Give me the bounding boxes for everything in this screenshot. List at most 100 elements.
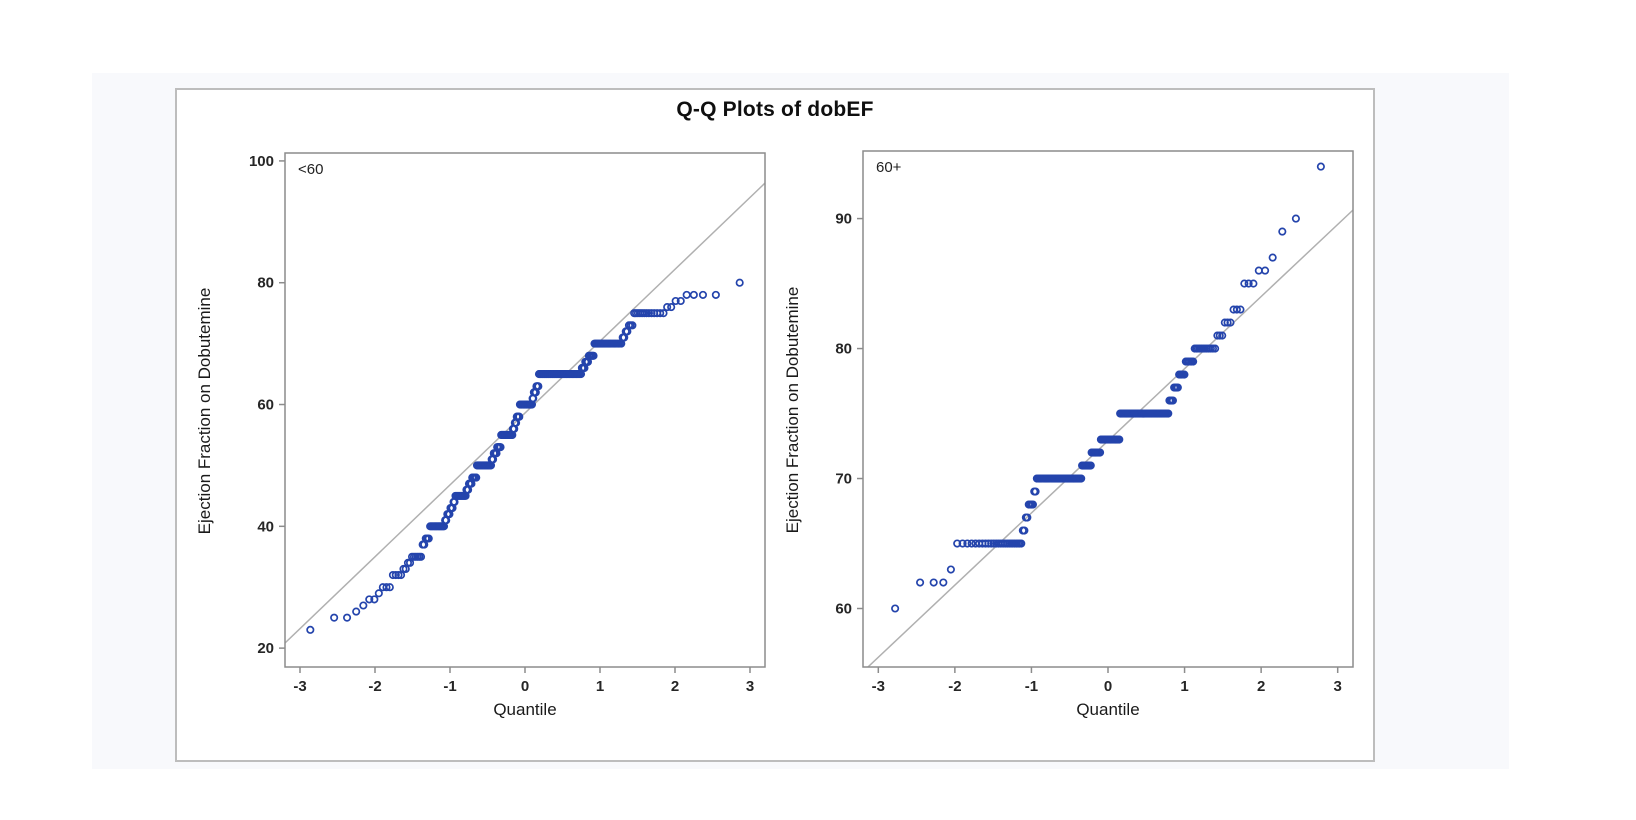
- data-point: [963, 539, 972, 548]
- y-tick-label: 20: [257, 640, 274, 657]
- data-point: [370, 595, 379, 604]
- graph-title: Q-Q Plots of dobEF: [676, 98, 874, 121]
- data-point: [671, 296, 680, 306]
- data-point: [1240, 279, 1249, 288]
- data-point: [1261, 266, 1270, 275]
- data-point: [656, 309, 665, 318]
- y-axis-label-right-panel: Ejection Fraction on Dobutemine: [783, 286, 802, 534]
- data-point: [330, 613, 339, 622]
- x-tick-label: -1: [443, 678, 456, 695]
- data-point: [424, 534, 433, 543]
- data-point: [916, 578, 925, 587]
- data-point: [929, 578, 938, 587]
- data-point: [1164, 409, 1173, 418]
- qq-panel-60plus: -3 -2 -1 0 1 2 3 60 70 80 90: [835, 150, 1354, 695]
- data-point: [343, 613, 352, 622]
- y-tick-label: 60: [835, 601, 852, 618]
- y-tick-label: 70: [835, 471, 852, 488]
- y-tick-label: 100: [249, 153, 274, 170]
- data-point: [628, 321, 637, 330]
- data-point: [953, 539, 962, 548]
- data-point: [1086, 461, 1095, 470]
- x-tick-label: 0: [1104, 678, 1112, 695]
- data-point: [967, 539, 976, 548]
- y-tick-label: 90: [835, 211, 852, 228]
- data-point: [891, 604, 900, 613]
- data-point: [1028, 500, 1037, 509]
- data-point: [711, 290, 720, 299]
- group-label-under-60: <60: [298, 161, 324, 178]
- data-point: [534, 382, 543, 391]
- data-point: [359, 601, 368, 610]
- data-point: [1291, 214, 1300, 223]
- data-point: [1278, 227, 1287, 236]
- data-point: [1017, 539, 1026, 548]
- x-tick-label: -2: [948, 678, 961, 695]
- data-point: [659, 309, 668, 318]
- x-axis-label-right-panel: Quantile: [1076, 700, 1140, 719]
- data-point: [676, 296, 685, 306]
- x-tick-label: 0: [521, 678, 529, 695]
- data-point: [515, 412, 524, 421]
- data-point: [1244, 279, 1253, 288]
- y-tick-label: 80: [835, 341, 852, 358]
- data-point: [1096, 448, 1105, 457]
- data-point: [984, 539, 993, 548]
- data-point: [1077, 474, 1086, 483]
- qq-graph-box: -3 -2 -1 0 1 2 3 20 40 60 80 100 -3 -2 -1 0 1 2 3 60 70 80 90 …: [175, 88, 1375, 762]
- x-tick-label: 2: [1257, 678, 1265, 695]
- data-point: [394, 570, 403, 580]
- data-point: [987, 539, 996, 548]
- x-tick-label: -2: [368, 678, 381, 695]
- data-point: [352, 607, 361, 616]
- data-point: [946, 565, 955, 574]
- x-tick-label: 3: [746, 678, 754, 695]
- data-point: [663, 303, 672, 312]
- data-point: [1211, 344, 1220, 353]
- data-point: [1226, 318, 1235, 327]
- plot-frame: [862, 150, 1354, 668]
- data-point: [1115, 435, 1124, 444]
- data-point: [382, 583, 391, 592]
- data-point: [1023, 513, 1032, 522]
- data-point: [1168, 396, 1177, 405]
- data-point: [1232, 305, 1241, 314]
- data-point: [1223, 318, 1232, 327]
- data-point: [735, 278, 744, 287]
- qq-panel-under60: -3 -2 -1 0 1 2 3 20 40 60 80 100: [249, 152, 766, 695]
- y-tick-label: 60: [257, 397, 274, 414]
- data-point: [391, 570, 400, 580]
- y-axis-label-left-panel: Ejection Fraction on Dobutemine: [195, 287, 214, 535]
- data-point: [1218, 331, 1227, 340]
- qq-plots-canvas: -3 -2 -1 0 1 2 3 20 40 60 80 100 -3 -2 -1 0 1 2 3 60 70 80 90: [249, 150, 1354, 695]
- data-point: [589, 351, 598, 360]
- data-point: [1173, 383, 1182, 392]
- data-point: [667, 303, 676, 312]
- sas-results-body: -3 -2 -1 0 1 2 3 20 40 60 80 100 -3 -2 -1 0 1 2 3 60 70 80 90 …: [92, 73, 1509, 769]
- x-tick-label: 3: [1334, 678, 1342, 695]
- x-tick-label: -1: [1025, 678, 1038, 695]
- data-point: [698, 290, 708, 299]
- data-point: [385, 583, 394, 592]
- x-axis-label-left-panel: Quantile: [493, 700, 557, 719]
- plot-frame: [284, 152, 766, 668]
- data-point: [1020, 526, 1029, 535]
- x-tick-label: 2: [671, 678, 679, 695]
- data-point: [365, 595, 374, 604]
- data-point: [496, 443, 505, 452]
- x-tick-label: 1: [596, 678, 604, 695]
- data-point: [306, 625, 315, 634]
- y-tick-label: 40: [257, 518, 274, 535]
- x-tick-label: -3: [872, 678, 885, 695]
- x-tick-label: -3: [293, 678, 306, 695]
- data-point: [374, 589, 383, 598]
- data-point: [682, 290, 691, 299]
- y-tick-label: 80: [257, 275, 274, 292]
- data-point: [1031, 487, 1040, 496]
- data-point: [644, 309, 654, 318]
- data-point: [1249, 279, 1258, 288]
- data-point: [416, 552, 426, 561]
- data-point: [1180, 370, 1189, 379]
- data-point: [1316, 162, 1325, 171]
